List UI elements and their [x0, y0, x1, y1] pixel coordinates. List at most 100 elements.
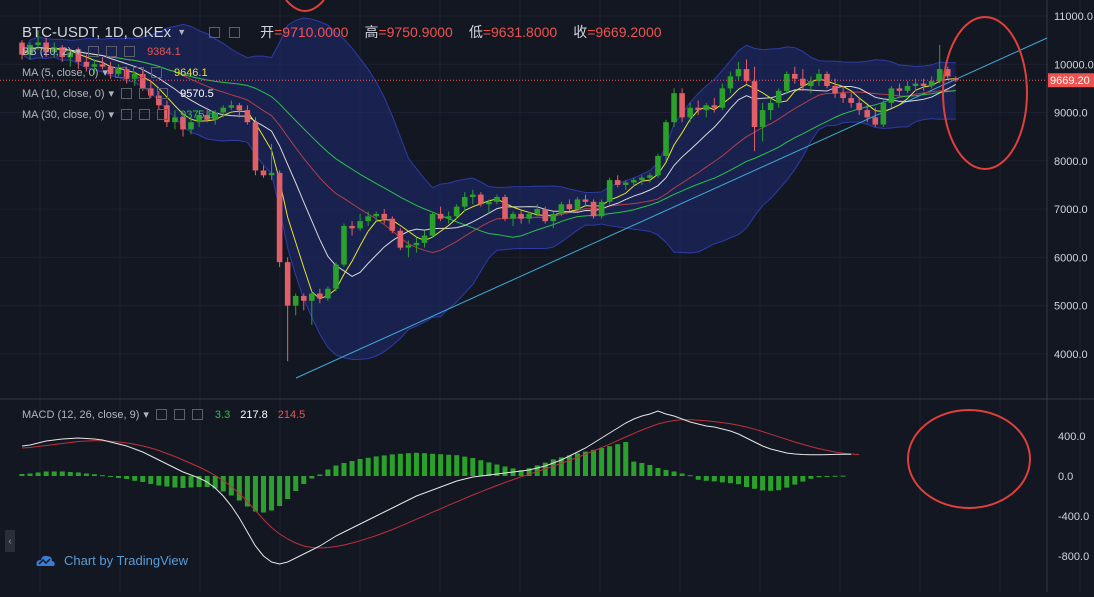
macd-value: 217.8 — [240, 408, 268, 421]
macd-hist-bar — [655, 468, 661, 476]
candle-body — [735, 69, 742, 77]
tradingview-attribution[interactable]: Chart by TradingView — [34, 552, 188, 568]
candle — [268, 143, 275, 181]
candle-body — [695, 107, 701, 111]
macd-hist-bar — [269, 476, 275, 511]
settings-icon[interactable] — [209, 26, 221, 38]
macd-hist-bar — [744, 476, 749, 487]
candle — [751, 66, 758, 152]
indicator-ma30[interactable]: MA (30, close, 0) ▾ 9375.8 — [22, 108, 214, 122]
indicator-macd[interactable]: MACD (12, 26, close, 9) ▾ 3.3 217.8 214.5 — [22, 408, 305, 422]
eye-icon[interactable] — [139, 88, 151, 99]
candle-body — [164, 105, 170, 123]
candle-body — [107, 66, 114, 74]
candle — [824, 71, 830, 89]
macd-hist-bar — [373, 456, 379, 476]
close-icon[interactable] — [191, 409, 203, 420]
macd-hist-bar — [389, 454, 395, 476]
candle-body — [751, 81, 758, 128]
macd-hist-bar — [19, 474, 25, 476]
close-icon[interactable] — [124, 46, 136, 57]
candle — [413, 238, 420, 253]
chevron-down-icon[interactable]: ▾ — [75, 46, 82, 58]
candle — [936, 44, 943, 84]
candle — [43, 37, 49, 58]
chevron-down-icon[interactable]: ▾ — [102, 67, 108, 79]
candle — [647, 172, 653, 183]
candle — [928, 76, 935, 89]
settings-icon[interactable] — [121, 88, 133, 99]
candle-body — [743, 69, 750, 82]
chevron-down-icon[interactable]: ▼ — [177, 27, 187, 37]
macd-hist-bar — [91, 474, 97, 476]
candle — [816, 69, 822, 86]
macd-hist-bar — [478, 460, 484, 476]
eye-icon[interactable] — [139, 109, 151, 120]
close-icon[interactable] — [157, 88, 169, 99]
candle — [51, 42, 57, 58]
macd-hist-bar — [446, 454, 452, 476]
candle — [687, 102, 693, 123]
candle-body — [228, 105, 235, 108]
candle — [655, 153, 661, 178]
indicator-ma10[interactable]: MA (10, close, 0) ▾ 9570.5 — [22, 87, 214, 101]
candle — [260, 165, 267, 178]
candle — [212, 110, 218, 125]
indicator-bb[interactable]: BB (20, 2) ▾ 9384.1 — [22, 45, 181, 59]
candle-body — [115, 69, 122, 74]
candle-body — [43, 42, 49, 53]
candle-body — [663, 122, 669, 156]
low-readout: 低=9631.8000 — [468, 24, 558, 40]
symbol-title[interactable]: BTC-USDT, 1D, OKEx — [22, 23, 172, 41]
macd-hist-bar — [51, 471, 57, 476]
eye-icon[interactable] — [173, 409, 185, 420]
settings-icon[interactable] — [88, 46, 100, 57]
candle — [767, 98, 774, 120]
macd-hist-bar — [566, 455, 572, 476]
candle — [429, 211, 436, 239]
settings-icon[interactable] — [114, 67, 126, 78]
settings-icon[interactable] — [121, 109, 133, 120]
macd-hist-bar — [430, 453, 436, 476]
eye-icon[interactable] — [132, 67, 144, 78]
macd-hist-bar — [220, 476, 226, 492]
chevron-down-icon[interactable]: ▾ — [143, 409, 149, 421]
close-icon[interactable] — [157, 109, 169, 120]
chevron-down-icon[interactable]: ▾ — [108, 109, 115, 121]
macd-hist-bar — [631, 461, 637, 476]
candle-body — [478, 194, 484, 205]
macd-hist-bar — [188, 476, 194, 488]
candle-body — [453, 206, 460, 217]
chevron-down-icon[interactable]: ▾ — [108, 88, 115, 100]
indicator-ma5[interactable]: MA (5, close, 0) ▾ 9646.1 — [22, 66, 208, 80]
eye-icon[interactable] — [106, 46, 118, 57]
candle — [695, 100, 701, 115]
candle — [808, 76, 814, 94]
macd-hist-bar — [526, 468, 532, 476]
candle — [888, 85, 895, 108]
candle-body — [494, 197, 500, 202]
macd-hist-bar — [244, 476, 250, 507]
candle — [872, 107, 879, 128]
settings-icon[interactable] — [155, 409, 167, 420]
candle-body — [389, 218, 396, 231]
candle — [759, 102, 766, 142]
candle — [445, 211, 452, 224]
annotation-circle-macd — [907, 409, 1031, 509]
candle — [944, 66, 951, 79]
macd-hist-bar — [816, 476, 822, 478]
eye-icon[interactable] — [229, 26, 241, 38]
candle — [848, 93, 854, 108]
attribution-text[interactable]: Chart by TradingView — [64, 552, 189, 568]
candle-body — [816, 73, 822, 82]
macd-hist-bar — [228, 476, 234, 496]
macd-hist-bar — [27, 473, 33, 476]
candle-body — [292, 295, 299, 306]
candle-body — [614, 180, 621, 185]
macd-hist-bar — [671, 471, 677, 476]
close-icon[interactable] — [150, 67, 162, 78]
chevron-left-icon[interactable]: ‹ — [5, 530, 15, 552]
candle-body — [300, 295, 307, 301]
